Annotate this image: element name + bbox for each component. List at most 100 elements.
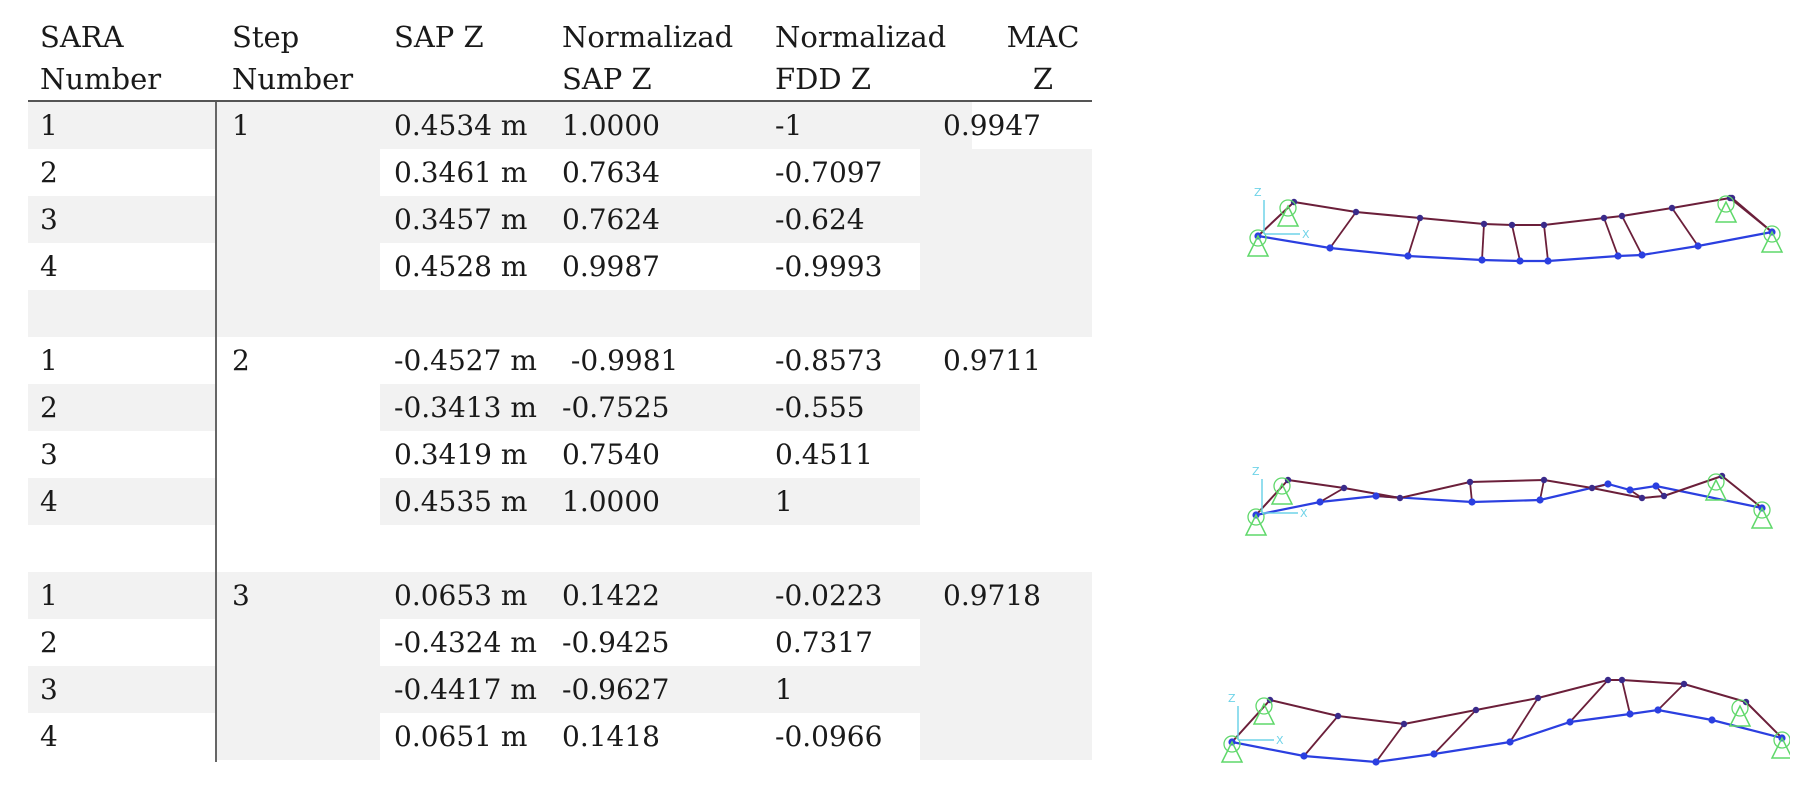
truss-vertical	[1543, 224, 1549, 262]
bottom-node	[1638, 251, 1646, 259]
cell-mac-z	[943, 149, 1073, 196]
bottom-node	[1372, 492, 1380, 500]
truss-vertical	[1319, 487, 1345, 503]
support-left	[1246, 234, 1270, 257]
bottom-chord	[1231, 708, 1783, 764]
cell-sara-number: 1	[40, 344, 58, 377]
cell-mac-z	[943, 666, 1073, 713]
axis-z-label: Z	[1252, 465, 1260, 478]
support-top-right	[1704, 478, 1728, 501]
support-top-right-hinge	[1731, 699, 1749, 717]
cell-step-number: 1	[232, 109, 250, 142]
top-chord	[1293, 197, 1732, 226]
support-left	[1244, 513, 1268, 536]
shade-g3-r3-mid	[380, 666, 920, 713]
bottom-node	[1654, 706, 1662, 714]
cell-sap-z: 0.3461 m	[394, 156, 528, 189]
cell-sara-number: 2	[40, 626, 58, 659]
bottom-node	[1604, 480, 1612, 488]
top-node	[1618, 212, 1626, 220]
cell-sara-number: 1	[40, 109, 58, 142]
shade-g3-r1-right	[216, 572, 1092, 619]
cell-sara-number: 3	[40, 438, 58, 471]
cell-mac-z	[943, 431, 1073, 478]
cell-normalized-fdd-z: -0.8573	[775, 344, 883, 377]
header-sara-number: SARA Number	[40, 20, 162, 96]
truss-vertical	[1657, 683, 1685, 711]
truss-vertical	[1621, 215, 1643, 256]
top-node	[1466, 478, 1474, 486]
top-node	[1668, 204, 1676, 212]
cell-mac-z: 0.9718	[943, 579, 1041, 612]
truss-vertical	[1303, 715, 1339, 757]
truss-vertical	[1511, 224, 1521, 262]
cell-mac-z	[943, 619, 1073, 666]
bottom-node	[1614, 252, 1622, 260]
top-node	[1480, 220, 1488, 228]
cell-normalized-sap-z: 1.0000	[562, 485, 660, 518]
shade-g1-r3-mid	[380, 196, 920, 243]
top-node	[1352, 208, 1360, 216]
cell-normalized-fdd-z: -0.0223	[775, 579, 883, 612]
support-top-left	[1252, 702, 1276, 725]
bottom-node	[1694, 242, 1702, 250]
top-node	[1680, 680, 1688, 688]
cell-step-number	[232, 149, 382, 196]
shade-g3-r3-left	[28, 666, 216, 713]
cell-sap-z: -0.3413 m	[394, 391, 537, 424]
support-left	[1220, 740, 1244, 763]
axis-x-label: X	[1302, 228, 1310, 241]
cell-mac-z: 0.9711	[943, 344, 1041, 377]
cell-normalized-fdd-z: -0.555	[775, 391, 865, 424]
unshaded-row-7	[380, 431, 920, 478]
cell-normalized-fdd-z: -0.7097	[775, 156, 883, 189]
bottom-node	[1566, 718, 1574, 726]
cell-normalized-fdd-z: 1	[775, 673, 793, 706]
top-node	[1588, 484, 1596, 492]
cell-step-number	[232, 384, 382, 431]
cell-normalized-fdd-z: -0.9993	[775, 250, 883, 283]
cell-normalized-sap-z: -0.9425	[562, 626, 670, 659]
shade-g3-r1-left	[28, 572, 216, 619]
support-top-right-hinge	[1717, 195, 1735, 213]
top-node	[1638, 494, 1646, 502]
support-top-right	[1728, 704, 1752, 727]
mode-shape-figure-2: ZX	[1244, 465, 1774, 536]
header-sap-z: SAP Z	[394, 20, 484, 54]
support-right-hinge	[1763, 225, 1781, 243]
cell-sara-number: 1	[40, 579, 58, 612]
cell-step-number	[232, 525, 382, 572]
bottom-node	[1708, 716, 1716, 724]
cell-mac-z	[943, 384, 1073, 431]
end-post-right	[1745, 701, 1783, 739]
truss-vertical	[1375, 723, 1405, 763]
cell-normalized-fdd-z: -0.0966	[775, 720, 883, 753]
bottom-chord	[1257, 230, 1773, 263]
support-right	[1750, 506, 1774, 529]
cell-step-number	[232, 619, 382, 666]
truss-vertical	[1509, 697, 1539, 743]
shade-g3-step-col	[216, 619, 380, 760]
header-step-number: Step Number	[232, 20, 354, 96]
cell-normalized-sap-z: 1.0000	[562, 109, 660, 142]
shade-g2-r4-left	[28, 478, 216, 525]
bottom-node	[1652, 482, 1660, 490]
cell-step-number	[232, 290, 382, 337]
truss-vertical	[1433, 709, 1477, 755]
cell-sara-number	[40, 525, 210, 572]
support-top-left	[1276, 204, 1300, 227]
cell-sara-number: 2	[40, 391, 58, 424]
top-node	[1540, 221, 1548, 229]
bottom-node	[1626, 710, 1634, 718]
cell-normalized-sap-z: 0.9987	[562, 250, 660, 283]
cell-normalized-sap-z: 0.1418	[562, 720, 660, 753]
header-normalized-sap-z: Normalizad SAP Z	[562, 20, 734, 96]
top-node	[1400, 720, 1408, 728]
top-node	[1334, 712, 1342, 720]
cell-step-number: 3	[232, 579, 250, 612]
support-top-right-hinge	[1707, 473, 1725, 491]
step-column-divider	[215, 102, 217, 762]
cell-normalized-fdd-z	[775, 525, 935, 572]
cell-mac-z	[943, 243, 1073, 290]
support-right	[1760, 230, 1784, 253]
